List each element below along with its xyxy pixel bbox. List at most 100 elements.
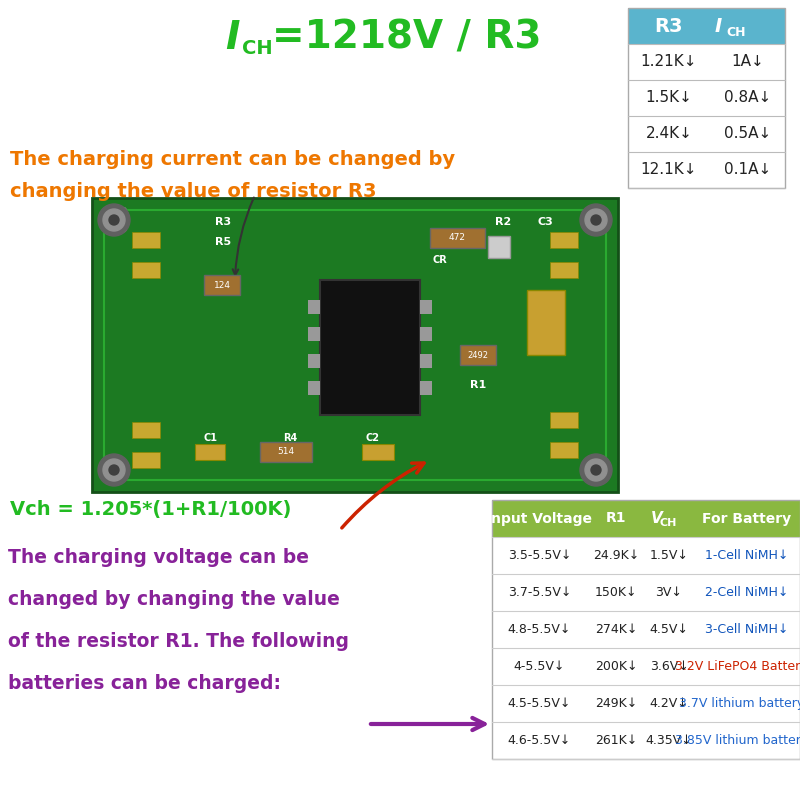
Text: 3.2V LiFePO4 Battery↓: 3.2V LiFePO4 Battery↓ xyxy=(675,660,800,673)
Text: 4.5V↓: 4.5V↓ xyxy=(650,623,689,636)
Text: 0.5A↓: 0.5A↓ xyxy=(724,126,771,142)
Text: 472: 472 xyxy=(449,234,466,242)
Text: 3V↓: 3V↓ xyxy=(655,586,682,599)
Text: CH: CH xyxy=(242,38,273,58)
Text: 261K↓: 261K↓ xyxy=(595,734,637,747)
Text: Vch = 1.205*(1+R1/100K): Vch = 1.205*(1+R1/100K) xyxy=(10,500,291,519)
Text: 24.9K↓: 24.9K↓ xyxy=(593,549,639,562)
Bar xyxy=(550,232,578,248)
Bar xyxy=(320,280,420,415)
Circle shape xyxy=(585,209,607,231)
Circle shape xyxy=(109,465,119,475)
Text: C3: C3 xyxy=(537,217,553,227)
Bar xyxy=(132,232,160,248)
Bar xyxy=(420,327,432,341)
Text: CH: CH xyxy=(660,518,678,529)
Bar xyxy=(204,275,240,295)
Text: R4: R4 xyxy=(283,433,297,443)
Text: 1.5V↓: 1.5V↓ xyxy=(650,549,689,562)
Text: CR: CR xyxy=(433,255,447,265)
Bar xyxy=(550,442,578,458)
Text: 1.21K↓: 1.21K↓ xyxy=(641,54,698,70)
Bar xyxy=(195,444,225,460)
Text: 274K↓: 274K↓ xyxy=(595,623,637,636)
Text: I: I xyxy=(715,17,722,35)
Text: 1A↓: 1A↓ xyxy=(731,54,764,70)
Text: R3: R3 xyxy=(215,217,231,227)
Text: 4.8-5.5V↓: 4.8-5.5V↓ xyxy=(508,623,571,636)
Text: Input Voltage: Input Voltage xyxy=(486,511,593,526)
Text: =1218V / R3: =1218V / R3 xyxy=(272,19,542,57)
Text: 1-Cell NiMH↓: 1-Cell NiMH↓ xyxy=(705,549,788,562)
Text: 1.5K↓: 1.5K↓ xyxy=(646,90,693,106)
Text: changed by changing the value: changed by changing the value xyxy=(8,590,340,609)
Circle shape xyxy=(98,454,130,486)
Text: 4.35V↓: 4.35V↓ xyxy=(646,734,692,747)
Text: 2-Cell NiMH↓: 2-Cell NiMH↓ xyxy=(705,586,788,599)
Text: B+: B+ xyxy=(584,462,602,472)
Text: VIN: VIN xyxy=(119,459,129,481)
Circle shape xyxy=(580,204,612,236)
Bar xyxy=(430,228,485,248)
Text: 200K↓: 200K↓ xyxy=(594,660,638,673)
Bar xyxy=(527,290,565,355)
Circle shape xyxy=(580,454,612,486)
Text: 124: 124 xyxy=(214,281,230,290)
Bar xyxy=(308,327,320,341)
Text: of the resistor R1. The following: of the resistor R1. The following xyxy=(8,632,349,651)
Bar xyxy=(308,300,320,314)
Bar xyxy=(550,262,578,278)
Text: The charging voltage can be: The charging voltage can be xyxy=(8,548,309,567)
Text: 2492: 2492 xyxy=(467,350,489,359)
Bar xyxy=(492,500,800,537)
Text: 12.1K↓: 12.1K↓ xyxy=(641,162,698,178)
Text: R1: R1 xyxy=(470,380,486,390)
Text: 3.5-5.5V↓: 3.5-5.5V↓ xyxy=(508,549,571,562)
Bar xyxy=(260,442,312,462)
Text: GND: GND xyxy=(119,204,129,232)
Bar xyxy=(628,8,785,188)
Text: 4.2V↓: 4.2V↓ xyxy=(650,697,688,710)
Text: 3.7V lithium battery↓: 3.7V lithium battery↓ xyxy=(678,697,800,710)
Bar xyxy=(132,422,160,438)
Circle shape xyxy=(591,465,601,475)
Bar xyxy=(460,345,496,365)
Text: R2: R2 xyxy=(495,217,511,227)
Text: I: I xyxy=(225,19,239,57)
Bar xyxy=(308,381,320,395)
Circle shape xyxy=(591,215,601,225)
Text: changing the value of resistor R3: changing the value of resistor R3 xyxy=(10,182,377,201)
Bar xyxy=(92,198,618,492)
Text: 3.7-5.5V↓: 3.7-5.5V↓ xyxy=(508,586,571,599)
Text: 249K↓: 249K↓ xyxy=(595,697,637,710)
Text: CH: CH xyxy=(726,26,746,38)
Circle shape xyxy=(585,459,607,481)
Text: C1: C1 xyxy=(203,433,217,443)
Bar xyxy=(420,381,432,395)
Bar xyxy=(132,262,160,278)
Text: R3: R3 xyxy=(654,17,683,35)
Text: 3.6V↓: 3.6V↓ xyxy=(650,660,688,673)
Bar xyxy=(420,300,432,314)
Text: 0.1A↓: 0.1A↓ xyxy=(724,162,771,178)
Text: The charging current can be changed by: The charging current can be changed by xyxy=(10,150,455,169)
Bar xyxy=(550,412,578,428)
Text: B-: B- xyxy=(586,215,599,225)
Text: R5: R5 xyxy=(215,237,231,247)
Text: V: V xyxy=(651,511,662,526)
Circle shape xyxy=(103,459,125,481)
Text: 0.8A↓: 0.8A↓ xyxy=(724,90,771,106)
Bar xyxy=(132,452,160,468)
Text: 4-5.5V↓: 4-5.5V↓ xyxy=(514,660,565,673)
Text: 4.6-5.5V↓: 4.6-5.5V↓ xyxy=(508,734,571,747)
Text: 4.5-5.5V↓: 4.5-5.5V↓ xyxy=(508,697,571,710)
Text: 514: 514 xyxy=(278,447,294,457)
Text: 150K↓: 150K↓ xyxy=(594,586,638,599)
Text: C2: C2 xyxy=(366,433,380,443)
Text: 3-Cell NiMH↓: 3-Cell NiMH↓ xyxy=(705,623,788,636)
Circle shape xyxy=(103,209,125,231)
Bar xyxy=(492,500,800,759)
Bar xyxy=(362,444,394,460)
Bar xyxy=(308,354,320,368)
Circle shape xyxy=(109,215,119,225)
